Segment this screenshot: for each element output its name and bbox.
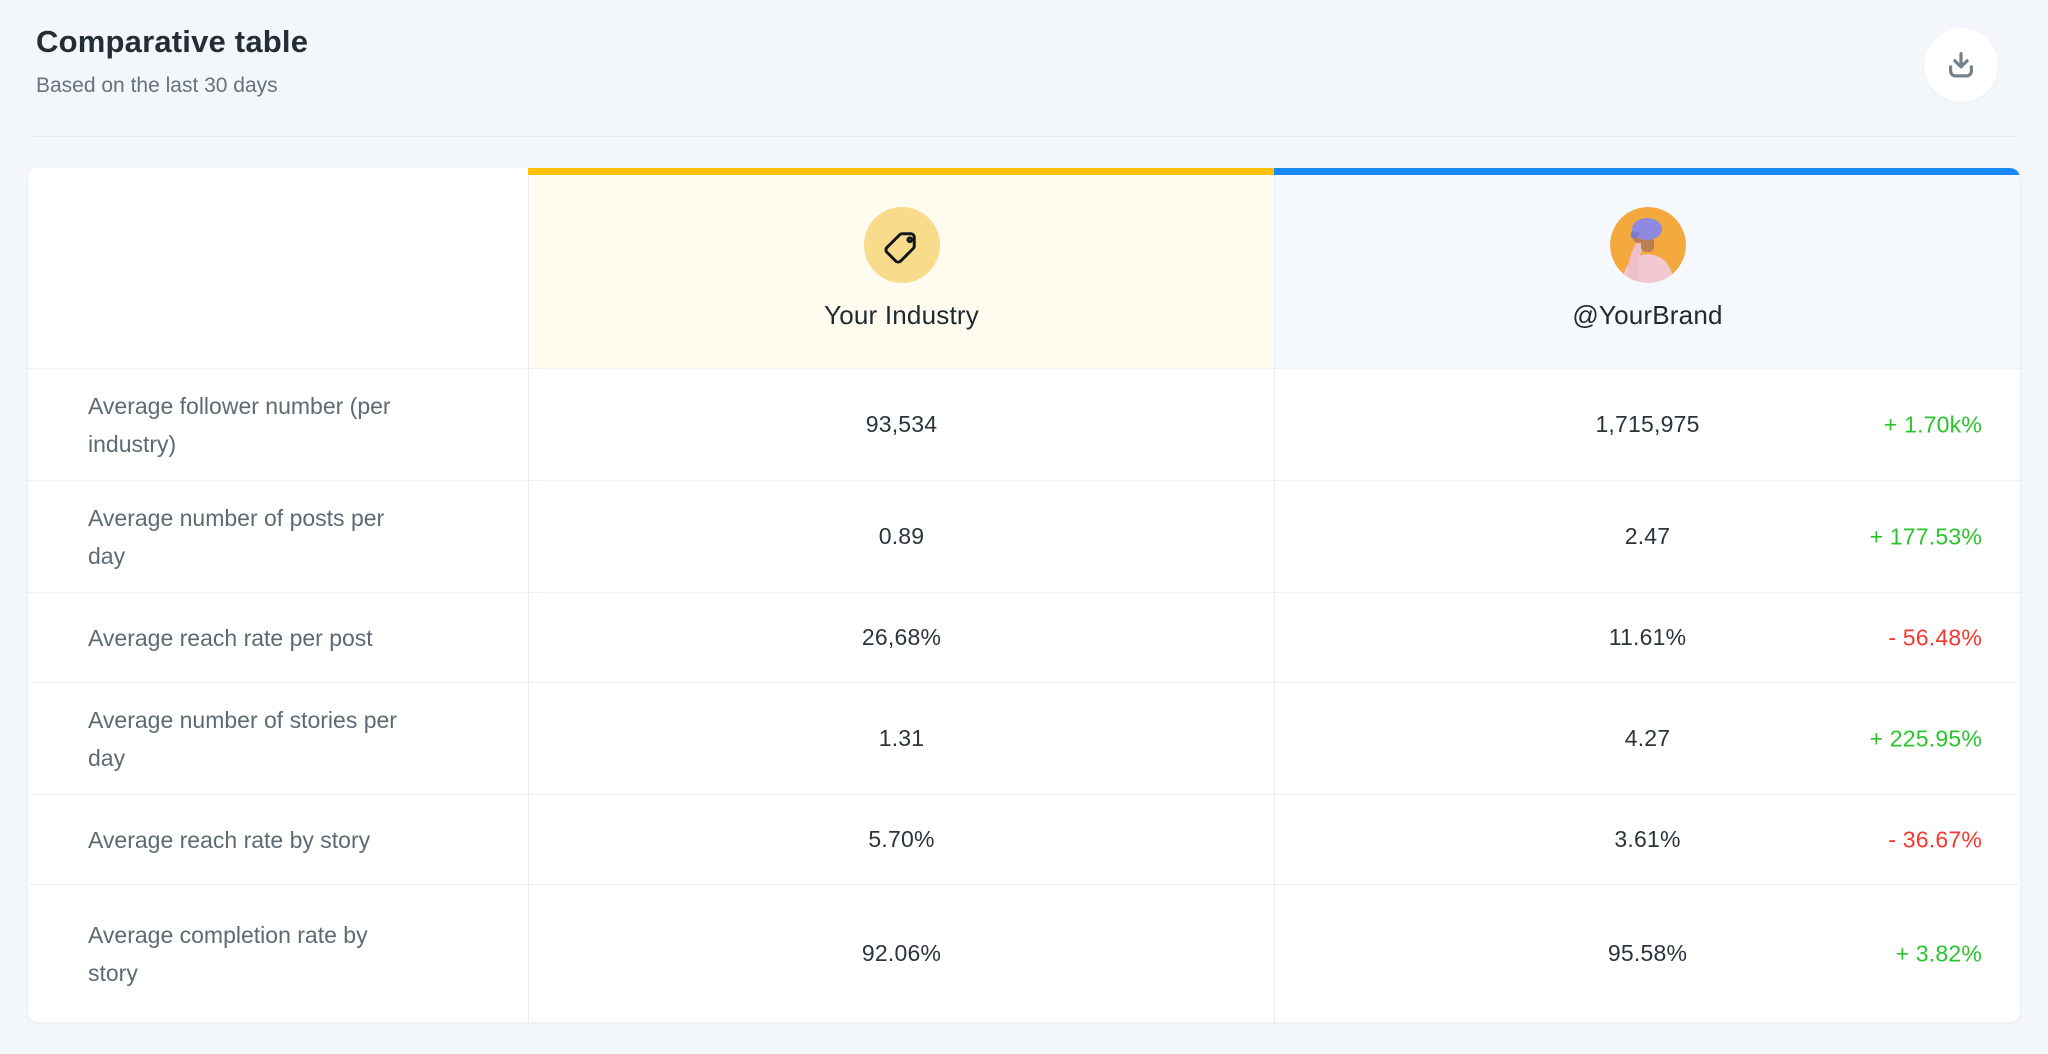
brand-value-cell: 2.47 + 177.53%	[1274, 480, 2020, 592]
page-title: Comparative table	[36, 24, 309, 59]
industry-value: 5.70%	[868, 826, 935, 852]
brand-value-cell: 11.61% - 56.48%	[1274, 592, 2020, 682]
brand-value-cell: 4.27 + 225.95%	[1274, 682, 2020, 794]
change-badge: + 3.82%	[1895, 940, 1982, 966]
change-badge: - 36.67%	[1888, 826, 1982, 852]
change-badge: + 177.53%	[1869, 523, 1982, 549]
metric-label: Average number of stories per day	[88, 706, 397, 771]
brand-value: 4.27	[1624, 725, 1671, 751]
download-button[interactable]	[1924, 28, 1998, 102]
industry-value-cell: 0.89	[528, 480, 1274, 592]
table-row-label: Average completion rate by story	[28, 884, 528, 1022]
comparative-table: Your Industry @YourBrand Average followe…	[28, 168, 2020, 1022]
change-badge: + 225.95%	[1869, 725, 1982, 751]
industry-value-cell: 26,68%	[528, 592, 1274, 682]
table-row-label: Average number of posts per day	[28, 480, 528, 592]
brand-value: 95.58%	[1607, 940, 1688, 966]
download-icon	[1944, 48, 1978, 82]
brand-value: 2.47	[1624, 523, 1671, 549]
brand-accent-bar	[1274, 168, 2020, 175]
industry-value-cell: 93,534	[528, 368, 1274, 480]
widget-header: Comparative table Based on the last 30 d…	[36, 24, 308, 98]
metric-label: Average reach rate per post	[88, 624, 373, 651]
change-badge: + 1.70k%	[1883, 411, 1982, 437]
header-cell-brand: @YourBrand	[1274, 168, 2020, 368]
brand-value-cell: 95.58% + 3.82%	[1274, 884, 2020, 1022]
metric-label: Average completion rate by story	[88, 921, 368, 986]
metric-label: Average follower number (per industry)	[88, 392, 391, 457]
industry-column-label: Your Industry	[824, 300, 979, 330]
industry-value: 26,68%	[861, 624, 942, 650]
industry-value-cell: 5.70%	[528, 794, 1274, 884]
page-subtitle: Based on the last 30 days	[36, 74, 278, 97]
brand-value: 3.61%	[1614, 826, 1681, 852]
brand-avatar	[1609, 207, 1686, 283]
table-row-label: Average reach rate by story	[28, 794, 528, 884]
header-cell-industry: Your Industry	[528, 168, 1274, 368]
brand-value: 11.61%	[1608, 624, 1687, 650]
industry-accent-bar	[528, 168, 1274, 175]
change-badge: - 56.48%	[1888, 624, 1982, 650]
industry-value: 0.89	[878, 523, 925, 549]
brand-value-cell: 3.61% - 36.67%	[1274, 794, 2020, 884]
header-cell-metrics	[28, 168, 528, 368]
tag-icon	[863, 207, 940, 283]
metric-label: Average reach rate by story	[88, 826, 371, 853]
industry-value: 92.06%	[861, 940, 942, 966]
brand-value-cell: 1,715,975 + 1.70k%	[1274, 368, 2020, 480]
industry-value-cell: 1.31	[528, 682, 1274, 794]
metric-label: Average number of posts per day	[88, 504, 385, 569]
header-divider	[30, 136, 2018, 137]
industry-value-cell: 92.06%	[528, 884, 1274, 1022]
table-row-label: Average number of stories per day	[28, 682, 528, 794]
table-row-label: Average follower number (per industry)	[28, 368, 528, 480]
table-row-label: Average reach rate per post	[28, 592, 528, 682]
brand-column-label: @YourBrand	[1572, 300, 1723, 330]
brand-value: 1,715,975	[1595, 411, 1700, 437]
industry-value: 1.31	[878, 725, 925, 751]
industry-value: 93,534	[865, 411, 938, 437]
